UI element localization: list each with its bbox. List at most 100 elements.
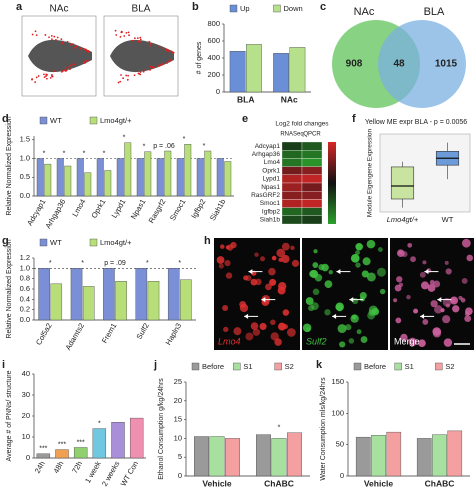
panel-j: Ethanol Consumption g/kg/24hrs 0 5 10 15 20 25…	[153, 359, 310, 488]
panel-letter: a	[16, 1, 23, 13]
point-cloud	[110, 39, 174, 73]
bar	[129, 417, 144, 459]
cell	[400, 333, 408, 342]
bar	[44, 163, 52, 197]
bar	[92, 428, 107, 459]
de-point	[34, 30, 37, 33]
cell	[442, 315, 451, 324]
cell	[276, 248, 286, 258]
y-tick-label: 40	[22, 369, 30, 378]
cell	[419, 271, 426, 278]
cell	[427, 284, 436, 292]
de-point	[45, 75, 47, 77]
heatmap-cell	[301, 191, 323, 200]
legend-label: S2	[445, 362, 454, 371]
cell	[444, 260, 449, 265]
legend-swatch	[274, 362, 282, 371]
de-point	[31, 33, 34, 36]
cell	[351, 314, 357, 320]
heatmap-cell	[301, 215, 323, 225]
y-axis-label: Average # of PNNs/ structure	[6, 370, 13, 461]
panel-letter: f	[352, 113, 356, 125]
cell	[440, 308, 445, 313]
x-tick-label: Vehicle	[202, 478, 232, 488]
y-tick-label: 1.2	[20, 253, 30, 262]
cell	[420, 281, 429, 290]
cell	[218, 263, 224, 269]
de-point	[131, 39, 134, 42]
x-tick-label: Vehicle	[364, 478, 394, 488]
de-point	[117, 81, 120, 84]
significance: *	[49, 260, 52, 267]
cell	[312, 262, 319, 268]
subplot-title: BLA	[132, 4, 151, 15]
de-point	[35, 34, 38, 37]
significance: ***	[77, 439, 85, 446]
legend-swatch	[89, 238, 98, 247]
de-point	[115, 34, 118, 36]
arrow-head	[248, 269, 253, 275]
de-point	[68, 66, 71, 68]
legend-swatch	[39, 238, 48, 247]
de-point	[128, 34, 130, 37]
bar	[36, 158, 44, 197]
de-point	[139, 40, 141, 43]
panel-letter: k	[316, 359, 323, 371]
heatmap-title: Log2 fold changes	[275, 121, 329, 128]
y-tick-label: 0	[178, 471, 182, 480]
legend-swatch	[273, 4, 281, 13]
arrow-head	[437, 297, 442, 303]
y-tick-label: 0	[340, 471, 344, 480]
y-tick-label: 1.0	[20, 153, 30, 162]
de-point	[125, 31, 128, 34]
y-tick-label: 0.8	[20, 274, 30, 283]
y-tick-label: 20	[22, 411, 30, 420]
bar	[273, 53, 289, 93]
cell	[406, 294, 411, 300]
cell	[260, 256, 266, 262]
y-tick-label: 0.2	[20, 305, 30, 314]
de-point	[157, 65, 160, 68]
de-point	[85, 49, 88, 52]
bar	[73, 447, 88, 459]
cell	[359, 291, 367, 300]
cell	[350, 253, 360, 263]
cell	[328, 269, 333, 275]
de-point	[144, 69, 147, 71]
bar	[64, 165, 72, 197]
de-point	[168, 60, 171, 63]
cell	[268, 267, 276, 276]
x-tick-label: Hapln3	[164, 321, 184, 346]
de-point	[31, 78, 33, 80]
de-point	[50, 35, 53, 37]
x-tick-label: Npas1	[129, 197, 148, 220]
de-point	[65, 67, 67, 69]
de-point	[51, 38, 53, 41]
bar	[111, 422, 125, 459]
cell	[466, 254, 474, 262]
heatmap-cell	[281, 158, 303, 167]
de-point	[66, 40, 69, 43]
cell	[308, 304, 315, 312]
bar	[184, 144, 192, 197]
x-tick-label: Siah1b	[208, 197, 227, 222]
heatmap-cell	[281, 141, 303, 151]
cell	[259, 322, 267, 331]
bar	[180, 279, 192, 321]
cell	[432, 327, 442, 336]
de-point	[69, 68, 71, 71]
panel-letter: e	[242, 113, 248, 125]
arrow-head	[349, 297, 354, 303]
de-point	[75, 45, 78, 48]
legend-label: Lmo4gt/+	[100, 238, 132, 247]
panel-k: Water Consumption mls/kg/24hrs 0 50 100 150 V…	[316, 359, 470, 488]
de-point	[44, 34, 47, 36]
y-tick-label: 0.0	[20, 191, 30, 200]
cell	[270, 332, 279, 341]
y-tick-label: 0.4	[20, 294, 30, 303]
de-point	[127, 74, 130, 77]
bar	[76, 158, 84, 197]
heatmap-cell	[301, 182, 323, 192]
bar	[432, 434, 447, 477]
de-point	[126, 78, 129, 81]
